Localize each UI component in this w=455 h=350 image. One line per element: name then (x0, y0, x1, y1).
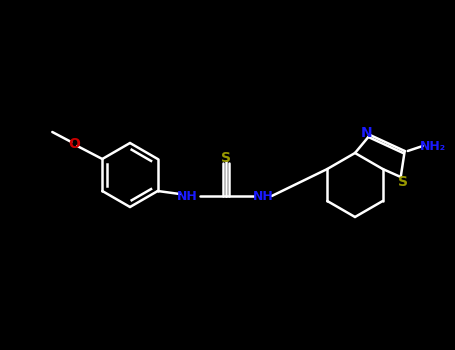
Text: NH₂: NH₂ (420, 140, 446, 153)
Text: N: N (361, 126, 373, 140)
Text: NH: NH (253, 189, 274, 203)
Text: O: O (68, 137, 80, 151)
Text: S: S (221, 151, 231, 165)
Text: S: S (398, 175, 408, 189)
Text: NH: NH (177, 189, 198, 203)
